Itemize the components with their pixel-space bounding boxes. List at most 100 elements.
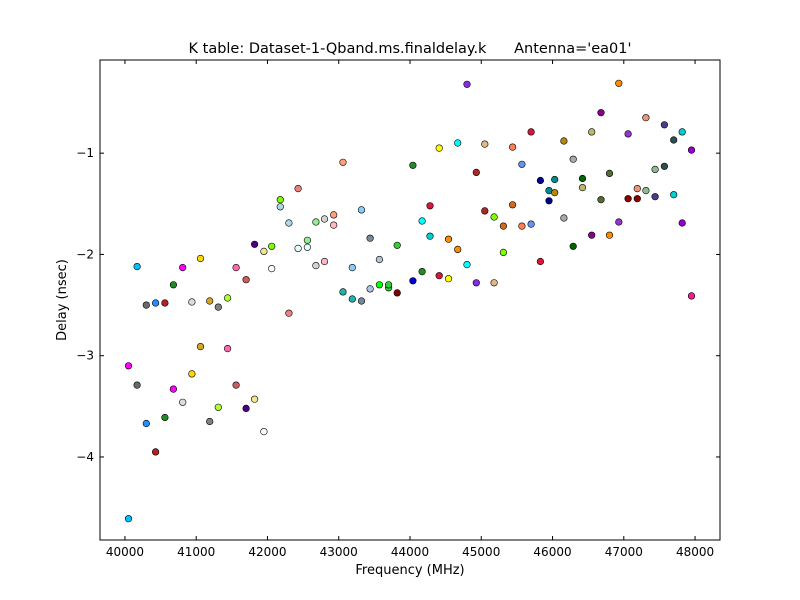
data-point bbox=[312, 218, 320, 226]
data-point bbox=[597, 196, 605, 204]
data-point bbox=[268, 242, 276, 250]
y-tick-label: −4 bbox=[76, 450, 94, 464]
y-tick-label: −1 bbox=[76, 146, 94, 160]
data-point bbox=[330, 211, 338, 219]
data-point bbox=[169, 385, 177, 393]
data-point bbox=[320, 257, 329, 266]
data-point bbox=[206, 297, 214, 305]
data-point bbox=[560, 137, 568, 145]
data-point bbox=[499, 248, 508, 256]
data-point bbox=[463, 80, 471, 88]
data-point bbox=[142, 419, 150, 428]
y-axis-ticks: −4 −3 −2 −1 bbox=[76, 146, 720, 464]
data-point bbox=[366, 234, 374, 242]
data-point bbox=[560, 214, 568, 222]
data-point bbox=[124, 362, 133, 370]
data-point bbox=[435, 272, 443, 280]
data-point bbox=[490, 279, 498, 287]
data-point bbox=[670, 136, 678, 144]
data-point bbox=[454, 245, 462, 253]
data-point bbox=[651, 193, 659, 201]
data-point bbox=[251, 240, 259, 248]
data-point bbox=[312, 262, 320, 270]
data-point bbox=[518, 222, 526, 230]
data-point bbox=[454, 139, 462, 147]
data-point bbox=[375, 255, 384, 264]
data-point bbox=[169, 281, 177, 289]
data-point bbox=[642, 187, 650, 195]
data-point bbox=[508, 201, 517, 209]
data-point bbox=[660, 121, 669, 129]
data-point bbox=[605, 231, 614, 239]
x-tick-label: 41000 bbox=[177, 545, 215, 559]
data-point bbox=[224, 294, 232, 302]
data-point bbox=[508, 143, 517, 151]
data-point bbox=[409, 161, 417, 169]
data-point bbox=[232, 381, 240, 389]
data-point bbox=[499, 222, 508, 230]
data-point bbox=[588, 231, 596, 239]
data-point bbox=[242, 276, 250, 284]
x-tick-label: 43000 bbox=[320, 545, 358, 559]
data-point bbox=[268, 265, 276, 273]
data-point bbox=[472, 279, 480, 287]
data-point bbox=[303, 236, 312, 244]
data-point bbox=[518, 160, 526, 168]
y-tick-label: −3 bbox=[76, 349, 94, 363]
data-point bbox=[142, 301, 150, 309]
data-point bbox=[339, 158, 347, 166]
data-point bbox=[161, 413, 169, 422]
data-point bbox=[605, 169, 614, 177]
data-point bbox=[687, 146, 696, 154]
data-point bbox=[366, 285, 374, 293]
data-point bbox=[678, 128, 686, 136]
data-point bbox=[569, 242, 577, 250]
data-point bbox=[276, 203, 284, 211]
data-point bbox=[320, 215, 329, 223]
data-point bbox=[527, 128, 535, 136]
data-point bbox=[678, 219, 686, 227]
data-point bbox=[348, 264, 356, 272]
data-point bbox=[545, 197, 553, 205]
data-point bbox=[536, 176, 545, 185]
data-point bbox=[260, 247, 268, 255]
data-point bbox=[588, 128, 596, 136]
data-point bbox=[435, 144, 443, 152]
data-point bbox=[206, 417, 214, 426]
data-point bbox=[357, 297, 366, 305]
data-point bbox=[303, 243, 312, 251]
data-point bbox=[348, 295, 356, 303]
data-point bbox=[624, 130, 632, 138]
data-point bbox=[188, 298, 196, 306]
data-point bbox=[578, 184, 587, 192]
x-tick-label: 44000 bbox=[391, 545, 429, 559]
data-point bbox=[152, 448, 160, 456]
data-point bbox=[551, 175, 559, 184]
data-point bbox=[481, 207, 489, 215]
data-point bbox=[642, 114, 650, 122]
data-point bbox=[527, 220, 535, 228]
data-point bbox=[285, 309, 293, 317]
y-tick-label: −2 bbox=[76, 247, 94, 261]
data-point bbox=[393, 241, 401, 249]
data-point bbox=[536, 257, 545, 266]
data-point bbox=[418, 217, 426, 225]
data-point bbox=[444, 275, 453, 283]
x-tick-label: 40000 bbox=[106, 545, 144, 559]
data-point bbox=[670, 191, 678, 199]
x-tick-label: 42000 bbox=[248, 545, 286, 559]
data-point bbox=[330, 221, 338, 229]
data-point bbox=[152, 299, 160, 307]
data-point bbox=[615, 79, 623, 87]
data-point bbox=[294, 244, 302, 252]
data-points bbox=[124, 79, 696, 523]
data-point bbox=[251, 395, 259, 403]
data-point bbox=[339, 288, 347, 296]
data-point bbox=[242, 404, 250, 413]
data-point bbox=[481, 140, 489, 148]
data-point bbox=[285, 219, 293, 227]
data-point bbox=[188, 370, 196, 378]
data-point bbox=[224, 345, 232, 353]
